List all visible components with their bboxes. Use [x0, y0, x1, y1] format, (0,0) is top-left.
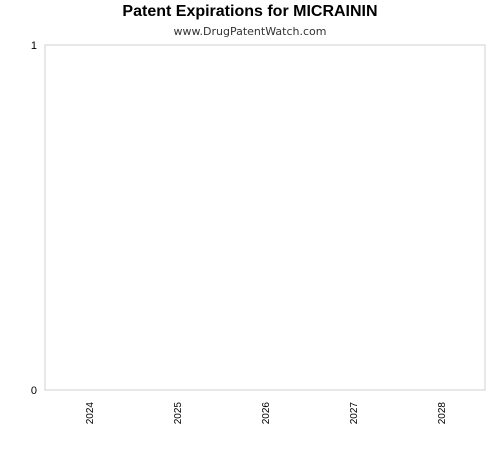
y-tick-label: 0 — [31, 385, 37, 397]
x-tick-label: 2025 — [173, 402, 184, 425]
y-tick-label: 1 — [31, 40, 37, 52]
y-axis: 01 — [31, 40, 37, 397]
x-tick-label: 2026 — [261, 402, 272, 425]
plot-area — [45, 45, 485, 390]
x-tick-label: 2024 — [85, 402, 96, 425]
x-tick-label: 2028 — [437, 402, 448, 425]
x-axis: 2024 2025 2026 2027 2028 — [85, 402, 448, 425]
x-tick-label: 2027 — [349, 402, 360, 425]
